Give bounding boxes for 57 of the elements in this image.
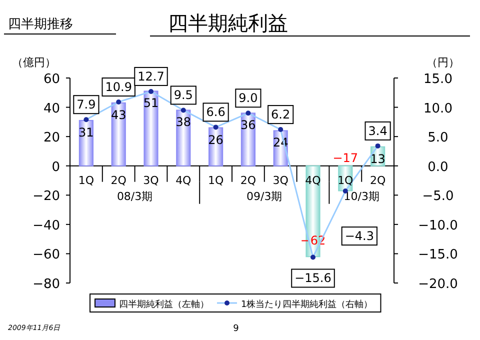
data-label: −15.6 — [294, 271, 332, 286]
y2-tick-label: 10.0 — [424, 101, 452, 116]
legend-label: 1株当たり四半期純利益（右軸） — [241, 299, 373, 310]
bar — [144, 90, 158, 166]
data-label: −17 — [332, 150, 358, 165]
y2-axis-title: （円） — [426, 56, 460, 69]
data-label: 9.0 — [238, 91, 258, 106]
x-tick-label: 3Q — [143, 174, 160, 187]
bar — [78, 120, 94, 166]
y-tick-label: 40 — [43, 101, 60, 116]
data-label: 7.9 — [76, 98, 96, 112]
y2-tick-label: 15.0 — [424, 72, 452, 87]
chart-subtitle: 四半期推移 — [8, 17, 73, 32]
y-tick-label: 20 — [43, 130, 60, 146]
data-label: 6.6 — [206, 105, 226, 120]
data-label: 51 — [143, 96, 159, 110]
x-tick-label: 1Q — [208, 174, 224, 187]
x-tick-label: 2Q — [110, 174, 127, 187]
y-tick-label: 0 — [52, 160, 60, 175]
y2-tick-label: −10.0 — [418, 218, 458, 234]
data-label: 10.9 — [105, 80, 132, 94]
y-tick-label: −40 — [32, 218, 60, 234]
data-label: 36 — [240, 118, 256, 132]
data-label: 6.2 — [271, 108, 290, 122]
x-tick-label: 2Q — [370, 174, 386, 187]
data-label: 9.5 — [174, 88, 193, 102]
y-tick-label: 60 — [43, 72, 60, 87]
x-tick-label: 4Q — [176, 174, 192, 187]
data-label: 3.4 — [368, 124, 388, 138]
text: 9 — [233, 324, 240, 334]
y2-tick-label: −5.0 — [422, 189, 454, 204]
data-label: 43 — [110, 108, 126, 122]
y-axis-title: （億円） — [12, 56, 56, 69]
data-label: −4.3 — [344, 229, 374, 244]
data-label: 26 — [208, 132, 224, 147]
annotation: 10/3期 — [344, 190, 380, 203]
data-label: 38 — [176, 115, 192, 130]
y-tick-label: −20 — [32, 189, 60, 204]
bar — [111, 102, 126, 166]
data-label: 12.7 — [138, 69, 164, 84]
data-label: 31 — [78, 125, 94, 140]
x-tick-label: 1Q — [78, 174, 94, 187]
annotation: 09/3期 — [246, 190, 282, 203]
legend-label: 四半期純利益（左軸） — [119, 299, 209, 310]
x-tick-label: 2Q — [240, 174, 256, 187]
y2-tick-label: −15.0 — [418, 248, 458, 263]
chart-title: 四半期純利益 — [168, 11, 288, 35]
y-tick-label: −60 — [32, 248, 60, 263]
x-tick-label: 4Q — [305, 174, 322, 187]
annotation: 08/3期 — [116, 190, 153, 203]
data-label: 13 — [370, 152, 386, 166]
x-tick-label: 1Q — [338, 174, 354, 187]
y2-tick-label: −20.0 — [418, 277, 458, 292]
y-tick-label: −80 — [32, 277, 60, 292]
y2-tick-label: 0.0 — [428, 160, 448, 175]
y2-tick-label: 5.0 — [428, 130, 448, 146]
x-tick-label: 3Q — [272, 174, 289, 187]
